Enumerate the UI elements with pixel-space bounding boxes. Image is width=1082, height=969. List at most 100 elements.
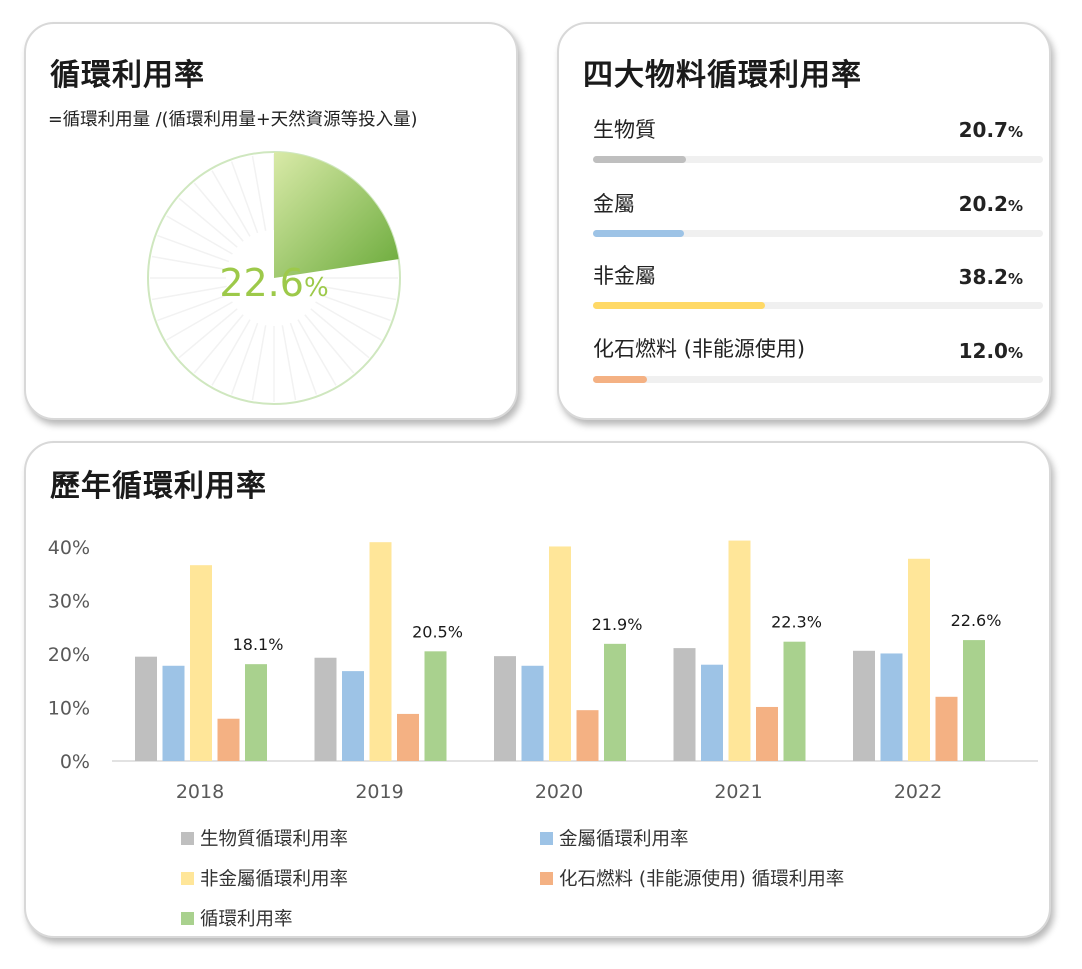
material-value-fossil: 12.0% bbox=[958, 339, 1023, 363]
gauge-spoke bbox=[157, 293, 230, 322]
legend-item-circular: 循環利用率 bbox=[181, 905, 293, 931]
gauge-spoke bbox=[251, 155, 267, 231]
gauge-spoke bbox=[251, 325, 267, 401]
legend-swatch-metal bbox=[540, 831, 553, 845]
bar bbox=[853, 650, 875, 761]
gauge-spoke bbox=[151, 255, 227, 271]
bar-marks bbox=[135, 540, 985, 761]
legend-swatch-circular bbox=[181, 911, 194, 925]
y-tick-label: 20% bbox=[48, 644, 90, 666]
gauge-spoke bbox=[211, 170, 251, 237]
bar bbox=[521, 665, 544, 761]
y-axis-ticks: 0% 10% 20% 30% 40% bbox=[48, 537, 90, 773]
four-materials-card: 四大物料循環利用率 生物質 20.7% 金屬 20.2% 非金屬 38.2% 化… bbox=[557, 22, 1051, 420]
bar bbox=[576, 710, 599, 761]
material-value-nonmetal: 38.2% bbox=[958, 265, 1023, 289]
gauge-spoke bbox=[318, 293, 391, 322]
bar bbox=[162, 665, 185, 761]
material-bar-track-nonmetal bbox=[593, 302, 1043, 309]
circular-rate-card: 循環利用率 =循環利用量 /(循環利用量+天然資源等投入量) 22.6% bbox=[24, 22, 518, 420]
gauge-spoke bbox=[315, 301, 382, 341]
legend-swatch-biomass bbox=[181, 831, 194, 845]
gauge-spoke bbox=[304, 314, 355, 374]
material-label-nonmetal: 非金屬 bbox=[593, 264, 656, 288]
bar bbox=[783, 641, 806, 761]
bar bbox=[397, 713, 419, 761]
data-label: 22.3% bbox=[771, 613, 822, 632]
bar bbox=[908, 558, 930, 761]
x-tick-label: 2021 bbox=[714, 781, 762, 803]
circular-rate-formula: =循環利用量 /(循環利用量+天然資源等投入量) bbox=[48, 110, 418, 130]
circular-rate-gauge: 22.6% bbox=[147, 151, 401, 405]
legend-label-fossil: 化石燃料 (非能源使用) 循環利用率 bbox=[559, 869, 845, 890]
bar bbox=[135, 656, 157, 761]
material-bar-track-metal bbox=[593, 230, 1043, 237]
gauge-value-number: 22.6 bbox=[219, 261, 304, 305]
x-axis-ticks: 2018 2019 2020 2021 2022 bbox=[176, 781, 942, 803]
legend-swatch-fossil bbox=[540, 871, 553, 885]
legend-label-metal: 金屬循環利用率 bbox=[559, 829, 689, 850]
legend-item-nonmetal: 非金屬循環利用率 bbox=[181, 865, 348, 891]
legend-label-circular: 循環利用率 bbox=[200, 909, 293, 930]
gauge-spoke bbox=[230, 161, 259, 234]
gauge-spoke bbox=[230, 322, 259, 395]
material-bar-track-biomass bbox=[593, 156, 1043, 163]
gauge-spoke bbox=[211, 319, 251, 386]
bar bbox=[673, 648, 696, 761]
gauge-spoke bbox=[297, 319, 337, 386]
bar bbox=[756, 706, 778, 761]
gauge-value-slice bbox=[274, 152, 399, 278]
bar bbox=[369, 542, 392, 761]
bar bbox=[549, 546, 571, 761]
gauge-spoke bbox=[321, 285, 397, 301]
data-labels: 18.1% 20.5% 21.9% 22.3% 22.6% bbox=[233, 611, 1002, 654]
data-label: 21.9% bbox=[592, 615, 643, 634]
historical-rate-title: 歷年循環利用率 bbox=[50, 469, 267, 504]
bar bbox=[935, 696, 958, 761]
legend-label-nonmetal: 非金屬循環利用率 bbox=[200, 869, 349, 890]
x-tick-label: 2020 bbox=[535, 781, 583, 803]
four-materials-title: 四大物料循環利用率 bbox=[583, 58, 862, 93]
gauge-spoke bbox=[310, 308, 370, 359]
material-bar-fill-fossil bbox=[593, 376, 647, 383]
material-value-biomass: 20.7% bbox=[958, 118, 1023, 142]
historical-rate-card: 歷年循環利用率 0% 10% 20% 30% 40% 2018 2019 2020 2021 2… bbox=[24, 441, 1051, 938]
material-label-metal: 金屬 bbox=[593, 192, 635, 216]
legend-item-metal: 金屬循環利用率 bbox=[540, 825, 689, 851]
material-bar-fill-nonmetal bbox=[593, 302, 765, 309]
gauge-spoke bbox=[281, 325, 297, 401]
material-value-metal: 20.2% bbox=[958, 192, 1023, 216]
legend-swatch-nonmetal bbox=[181, 871, 194, 885]
y-tick-label: 10% bbox=[48, 698, 90, 720]
gauge-spoke bbox=[166, 215, 233, 255]
legend-label-biomass: 生物質循環利用率 bbox=[200, 829, 349, 850]
x-tick-label: 2019 bbox=[355, 781, 403, 803]
material-label-biomass: 生物質 bbox=[593, 118, 656, 142]
data-label: 20.5% bbox=[412, 622, 463, 641]
y-tick-label: 40% bbox=[48, 537, 90, 559]
bar bbox=[494, 656, 516, 761]
legend-item-fossil: 化石燃料 (非能源使用) 循環利用率 bbox=[540, 865, 844, 891]
bar bbox=[728, 540, 751, 761]
data-label: 22.6% bbox=[951, 611, 1002, 630]
bar bbox=[190, 565, 212, 761]
gauge-spoke bbox=[178, 197, 238, 248]
bar bbox=[604, 643, 626, 761]
gauge-value-text: 22.6% bbox=[219, 261, 328, 305]
y-tick-label: 30% bbox=[48, 591, 90, 613]
gauge-spoke bbox=[193, 182, 244, 242]
material-bar-track-fossil bbox=[593, 376, 1043, 383]
gauge-value-unit: % bbox=[304, 273, 329, 303]
gauge-spoke bbox=[166, 301, 233, 341]
bar bbox=[424, 651, 447, 761]
circular-rate-title: 循環利用率 bbox=[50, 58, 205, 93]
x-tick-label: 2022 bbox=[894, 781, 942, 803]
bar bbox=[701, 664, 723, 761]
bar bbox=[342, 671, 364, 761]
gauge-spoke bbox=[151, 285, 227, 301]
gauge-spoke bbox=[157, 234, 230, 263]
data-label: 18.1% bbox=[233, 635, 284, 654]
y-tick-label: 0% bbox=[60, 751, 90, 773]
bar bbox=[217, 718, 240, 761]
gauge-spoke bbox=[193, 314, 244, 374]
